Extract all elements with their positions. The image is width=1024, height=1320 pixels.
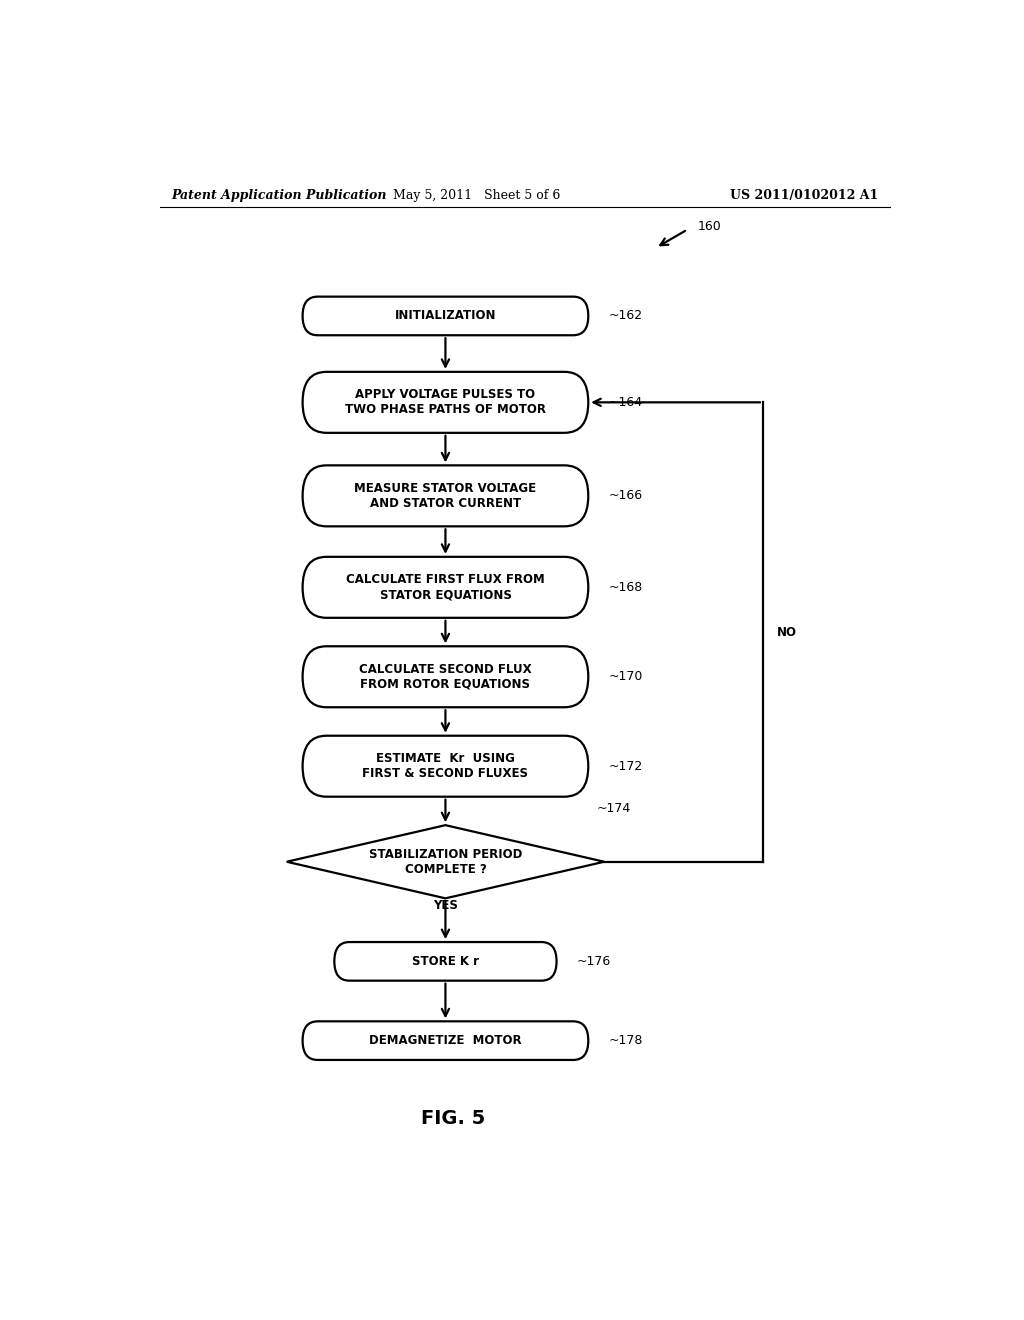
- Text: ~170: ~170: [608, 671, 642, 684]
- Text: Patent Application Publication: Patent Application Publication: [172, 189, 387, 202]
- Text: ESTIMATE  Kr  USING
FIRST & SECOND FLUXES: ESTIMATE Kr USING FIRST & SECOND FLUXES: [362, 752, 528, 780]
- FancyBboxPatch shape: [303, 297, 588, 335]
- Text: ~162: ~162: [608, 309, 642, 322]
- Text: May 5, 2011   Sheet 5 of 6: May 5, 2011 Sheet 5 of 6: [393, 189, 561, 202]
- Text: STABILIZATION PERIOD
COMPLETE ?: STABILIZATION PERIOD COMPLETE ?: [369, 847, 522, 875]
- Text: STORE K r: STORE K r: [412, 954, 479, 968]
- Text: ~166: ~166: [608, 490, 642, 503]
- Text: INITIALIZATION: INITIALIZATION: [394, 309, 497, 322]
- Text: NO: NO: [777, 626, 797, 639]
- Text: 160: 160: [697, 220, 722, 234]
- Text: CALCULATE FIRST FLUX FROM
STATOR EQUATIONS: CALCULATE FIRST FLUX FROM STATOR EQUATIO…: [346, 573, 545, 602]
- Text: YES: YES: [433, 899, 458, 912]
- FancyBboxPatch shape: [303, 557, 588, 618]
- Text: ~164: ~164: [608, 396, 642, 409]
- Text: CALCULATE SECOND FLUX
FROM ROTOR EQUATIONS: CALCULATE SECOND FLUX FROM ROTOR EQUATIO…: [359, 663, 531, 690]
- Text: ~172: ~172: [608, 760, 642, 772]
- Text: ~174: ~174: [596, 803, 631, 816]
- FancyBboxPatch shape: [303, 1022, 588, 1060]
- Text: MEASURE STATOR VOLTAGE
AND STATOR CURRENT: MEASURE STATOR VOLTAGE AND STATOR CURREN…: [354, 482, 537, 510]
- FancyBboxPatch shape: [303, 647, 588, 708]
- FancyBboxPatch shape: [303, 372, 588, 433]
- Text: ~168: ~168: [608, 581, 642, 594]
- Text: ~178: ~178: [608, 1034, 642, 1047]
- Text: APPLY VOLTAGE PULSES TO
TWO PHASE PATHS OF MOTOR: APPLY VOLTAGE PULSES TO TWO PHASE PATHS …: [345, 388, 546, 416]
- Text: US 2011/0102012 A1: US 2011/0102012 A1: [730, 189, 878, 202]
- Polygon shape: [287, 825, 604, 899]
- FancyBboxPatch shape: [303, 735, 588, 797]
- FancyBboxPatch shape: [334, 942, 557, 981]
- Text: ~176: ~176: [577, 954, 610, 968]
- FancyBboxPatch shape: [303, 466, 588, 527]
- Text: FIG. 5: FIG. 5: [421, 1109, 485, 1129]
- Text: DEMAGNETIZE  MOTOR: DEMAGNETIZE MOTOR: [369, 1034, 522, 1047]
